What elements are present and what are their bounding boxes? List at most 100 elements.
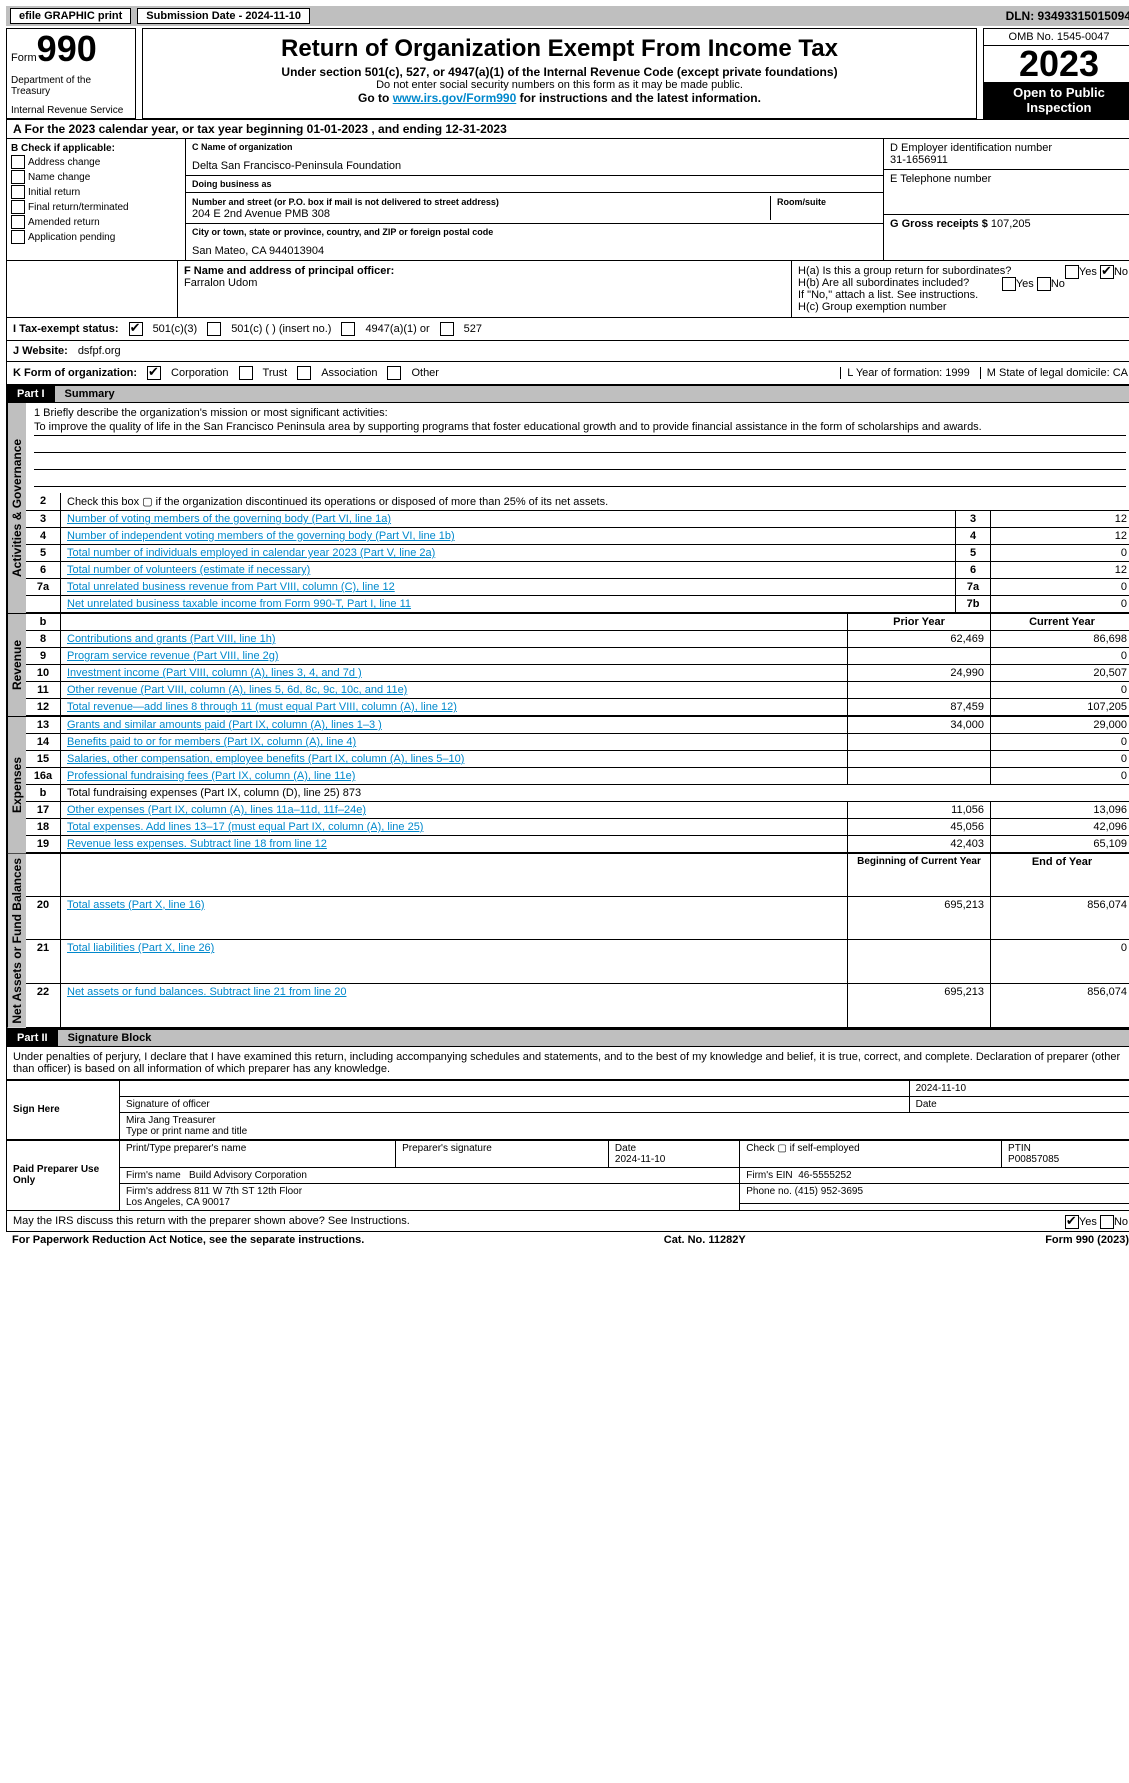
part2-title: Signature Block xyxy=(58,1030,1129,1046)
gov-line-6[interactable]: Total number of volunteers (estimate if … xyxy=(67,564,310,576)
exp-line-17[interactable]: Other expenses (Part IX, column (A), lin… xyxy=(67,804,366,816)
hc-label: H(c) Group exemption number xyxy=(798,301,1128,313)
dept-treasury: Department of the Treasury xyxy=(11,75,131,97)
exp-line-19[interactable]: Revenue less expenses. Subtract line 18 … xyxy=(67,838,327,850)
form-id-block: Form990 Department of the Treasury Inter… xyxy=(6,28,136,119)
check-name-change[interactable] xyxy=(11,170,25,184)
check-address-change[interactable] xyxy=(11,155,25,169)
exp-line-13[interactable]: Grants and similar amounts paid (Part IX… xyxy=(67,719,382,731)
net-assets-table: Beginning of Current YearEnd of Year 20T… xyxy=(26,854,1129,1028)
dln: DLN: 93493315015094 xyxy=(1006,9,1129,23)
check-527[interactable] xyxy=(440,322,454,336)
pra-notice: For Paperwork Reduction Act Notice, see … xyxy=(12,1234,364,1246)
footer: For Paperwork Reduction Act Notice, see … xyxy=(6,1232,1129,1248)
check-initial-return[interactable] xyxy=(11,185,25,199)
check-final-return[interactable] xyxy=(11,200,25,214)
expenses-table: 13Grants and similar amounts paid (Part … xyxy=(26,717,1129,853)
gov-line-5[interactable]: Total number of individuals employed in … xyxy=(67,547,435,559)
cat-no: Cat. No. 11282Y xyxy=(664,1234,746,1246)
check-app-pending[interactable] xyxy=(11,230,25,244)
net-line-21[interactable]: Total liabilities (Part X, line 26) xyxy=(67,942,214,954)
check-501c3[interactable] xyxy=(129,322,143,336)
form-header: Form990 Department of the Treasury Inter… xyxy=(6,28,1129,119)
topbar: efile GRAPHIC print Submission Date - 20… xyxy=(6,6,1129,26)
discuss-yes[interactable] xyxy=(1065,1215,1079,1229)
street-label: Number and street (or P.O. box if mail i… xyxy=(192,197,499,207)
officer-label: F Name and address of principal officer: xyxy=(184,265,394,277)
hb-yes[interactable] xyxy=(1002,277,1016,291)
check-corporation[interactable] xyxy=(147,366,161,380)
subtitle-1: Under section 501(c), 527, or 4947(a)(1)… xyxy=(147,65,972,79)
mission-label: 1 Briefly describe the organization's mi… xyxy=(34,407,1126,419)
sig-officer-label: Signature of officer xyxy=(120,1096,910,1112)
section-revenue: Revenue xyxy=(7,614,26,716)
firm-name: Build Advisory Corporation xyxy=(189,1170,307,1181)
rev-line-11[interactable]: Other revenue (Part VIII, column (A), li… xyxy=(67,684,407,696)
tax-year-range: A For the 2023 calendar year, or tax yea… xyxy=(6,119,1129,139)
firm-addr1: 811 W 7th ST 12th Floor xyxy=(194,1186,302,1197)
check-other[interactable] xyxy=(387,366,401,380)
gov-line-4[interactable]: Number of independent voting members of … xyxy=(67,530,455,542)
tax-exempt-row: I Tax-exempt status: 501(c)(3) 501(c) ( … xyxy=(6,318,1129,341)
form-footer: Form 990 (2023) xyxy=(1045,1234,1129,1246)
gov-line-7a[interactable]: Total unrelated business revenue from Pa… xyxy=(67,581,395,593)
corp-label: K Form of organization: xyxy=(13,367,137,379)
rev-line-10[interactable]: Investment income (Part VIII, column (A)… xyxy=(67,667,362,679)
prep-date: 2024-11-10 xyxy=(615,1154,665,1165)
form-number: 990 xyxy=(37,28,97,69)
submission-date: Submission Date - 2024-11-10 xyxy=(137,8,310,24)
discuss-no[interactable] xyxy=(1100,1215,1114,1229)
tel-label: E Telephone number xyxy=(890,173,991,185)
check-trust[interactable] xyxy=(239,366,253,380)
check-501c[interactable] xyxy=(207,322,221,336)
rev-line-8[interactable]: Contributions and grants (Part VIII, lin… xyxy=(67,633,276,645)
exp-line-16b: Total fundraising expenses (Part IX, col… xyxy=(67,787,361,799)
mission-text: To improve the quality of life in the Sa… xyxy=(34,421,1126,436)
city-label: City or town, state or province, country… xyxy=(192,227,877,237)
ein: 31-1656911 xyxy=(890,154,948,166)
gov-line-7b[interactable]: Net unrelated business taxable income fr… xyxy=(67,598,411,610)
exp-line-15[interactable]: Salaries, other compensation, employee b… xyxy=(67,753,464,765)
exp-line-14[interactable]: Benefits paid to or for members (Part IX… xyxy=(67,736,356,748)
col-b-check: B Check if applicable: Address change Na… xyxy=(7,139,186,260)
rev-line-12[interactable]: Total revenue—add lines 8 through 11 (mu… xyxy=(67,701,457,713)
sig-date-label: Date xyxy=(909,1096,1129,1112)
firm-phone: (415) 952-3695 xyxy=(795,1186,863,1197)
open-inspection: Open to Public Inspection xyxy=(984,82,1129,118)
preparer-label: Paid Preparer Use Only xyxy=(7,1140,120,1210)
irs-label: Internal Revenue Service xyxy=(11,105,131,116)
header-center: Return of Organization Exempt From Incom… xyxy=(142,28,977,119)
website-row: J Website: dsfpf.org xyxy=(6,341,1129,362)
check-association[interactable] xyxy=(297,366,311,380)
check-amended-return[interactable] xyxy=(11,215,25,229)
efile-print-button[interactable]: efile GRAPHIC print xyxy=(10,8,131,24)
room-label: Room/suite xyxy=(777,197,826,207)
activities-governance: Activities & Governance 1 Briefly descri… xyxy=(6,403,1129,614)
ha-yes[interactable] xyxy=(1065,265,1079,279)
governance-table: 2Check this box ▢ if the organization di… xyxy=(26,493,1129,613)
tax-year: 2023 xyxy=(984,46,1129,82)
net-line-20[interactable]: Total assets (Part X, line 16) xyxy=(67,899,205,911)
exp-line-18[interactable]: Total expenses. Add lines 13–17 (must eq… xyxy=(67,821,423,833)
part2-label: Part II xyxy=(7,1030,58,1046)
revenue-table: bPrior YearCurrent Year 8Contributions a… xyxy=(26,614,1129,716)
section-net-assets: Net Assets or Fund Balances xyxy=(7,854,26,1028)
website-label: J Website: xyxy=(13,345,68,357)
irs-link[interactable]: www.irs.gov/Form990 xyxy=(393,91,517,105)
rev-line-9[interactable]: Program service revenue (Part VIII, line… xyxy=(67,650,279,662)
preparer-table: Paid Preparer Use Only Print/Type prepar… xyxy=(6,1140,1129,1211)
exp-line-16a[interactable]: Professional fundraising fees (Part IX, … xyxy=(67,770,355,782)
sign-here-label: Sign Here xyxy=(7,1080,120,1139)
header-right: OMB No. 1545-0047 2023 Open to Public In… xyxy=(983,28,1129,119)
tax-label: I Tax-exempt status: xyxy=(13,323,119,335)
col-b-title: B Check if applicable: xyxy=(11,143,181,154)
state-domicile: M State of legal domicile: CA xyxy=(980,367,1128,379)
sign-date: 2024-11-10 xyxy=(909,1080,1129,1096)
street: 204 E 2nd Avenue PMB 308 xyxy=(192,208,330,220)
year-formation: L Year of formation: 1999 xyxy=(840,367,970,379)
check-4947[interactable] xyxy=(341,322,355,336)
hb-no[interactable] xyxy=(1037,277,1051,291)
net-line-22[interactable]: Net assets or fund balances. Subtract li… xyxy=(67,986,346,998)
ha-no[interactable] xyxy=(1100,265,1114,279)
gov-line-3[interactable]: Number of voting members of the governin… xyxy=(67,513,391,525)
